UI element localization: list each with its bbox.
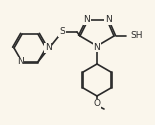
Text: N: N (45, 44, 51, 52)
Text: N: N (84, 15, 90, 24)
Text: N: N (17, 57, 23, 66)
Text: N: N (105, 15, 111, 24)
Text: O: O (93, 100, 100, 108)
Text: S: S (59, 28, 65, 36)
Text: SH: SH (130, 32, 142, 40)
Text: N: N (94, 42, 100, 51)
